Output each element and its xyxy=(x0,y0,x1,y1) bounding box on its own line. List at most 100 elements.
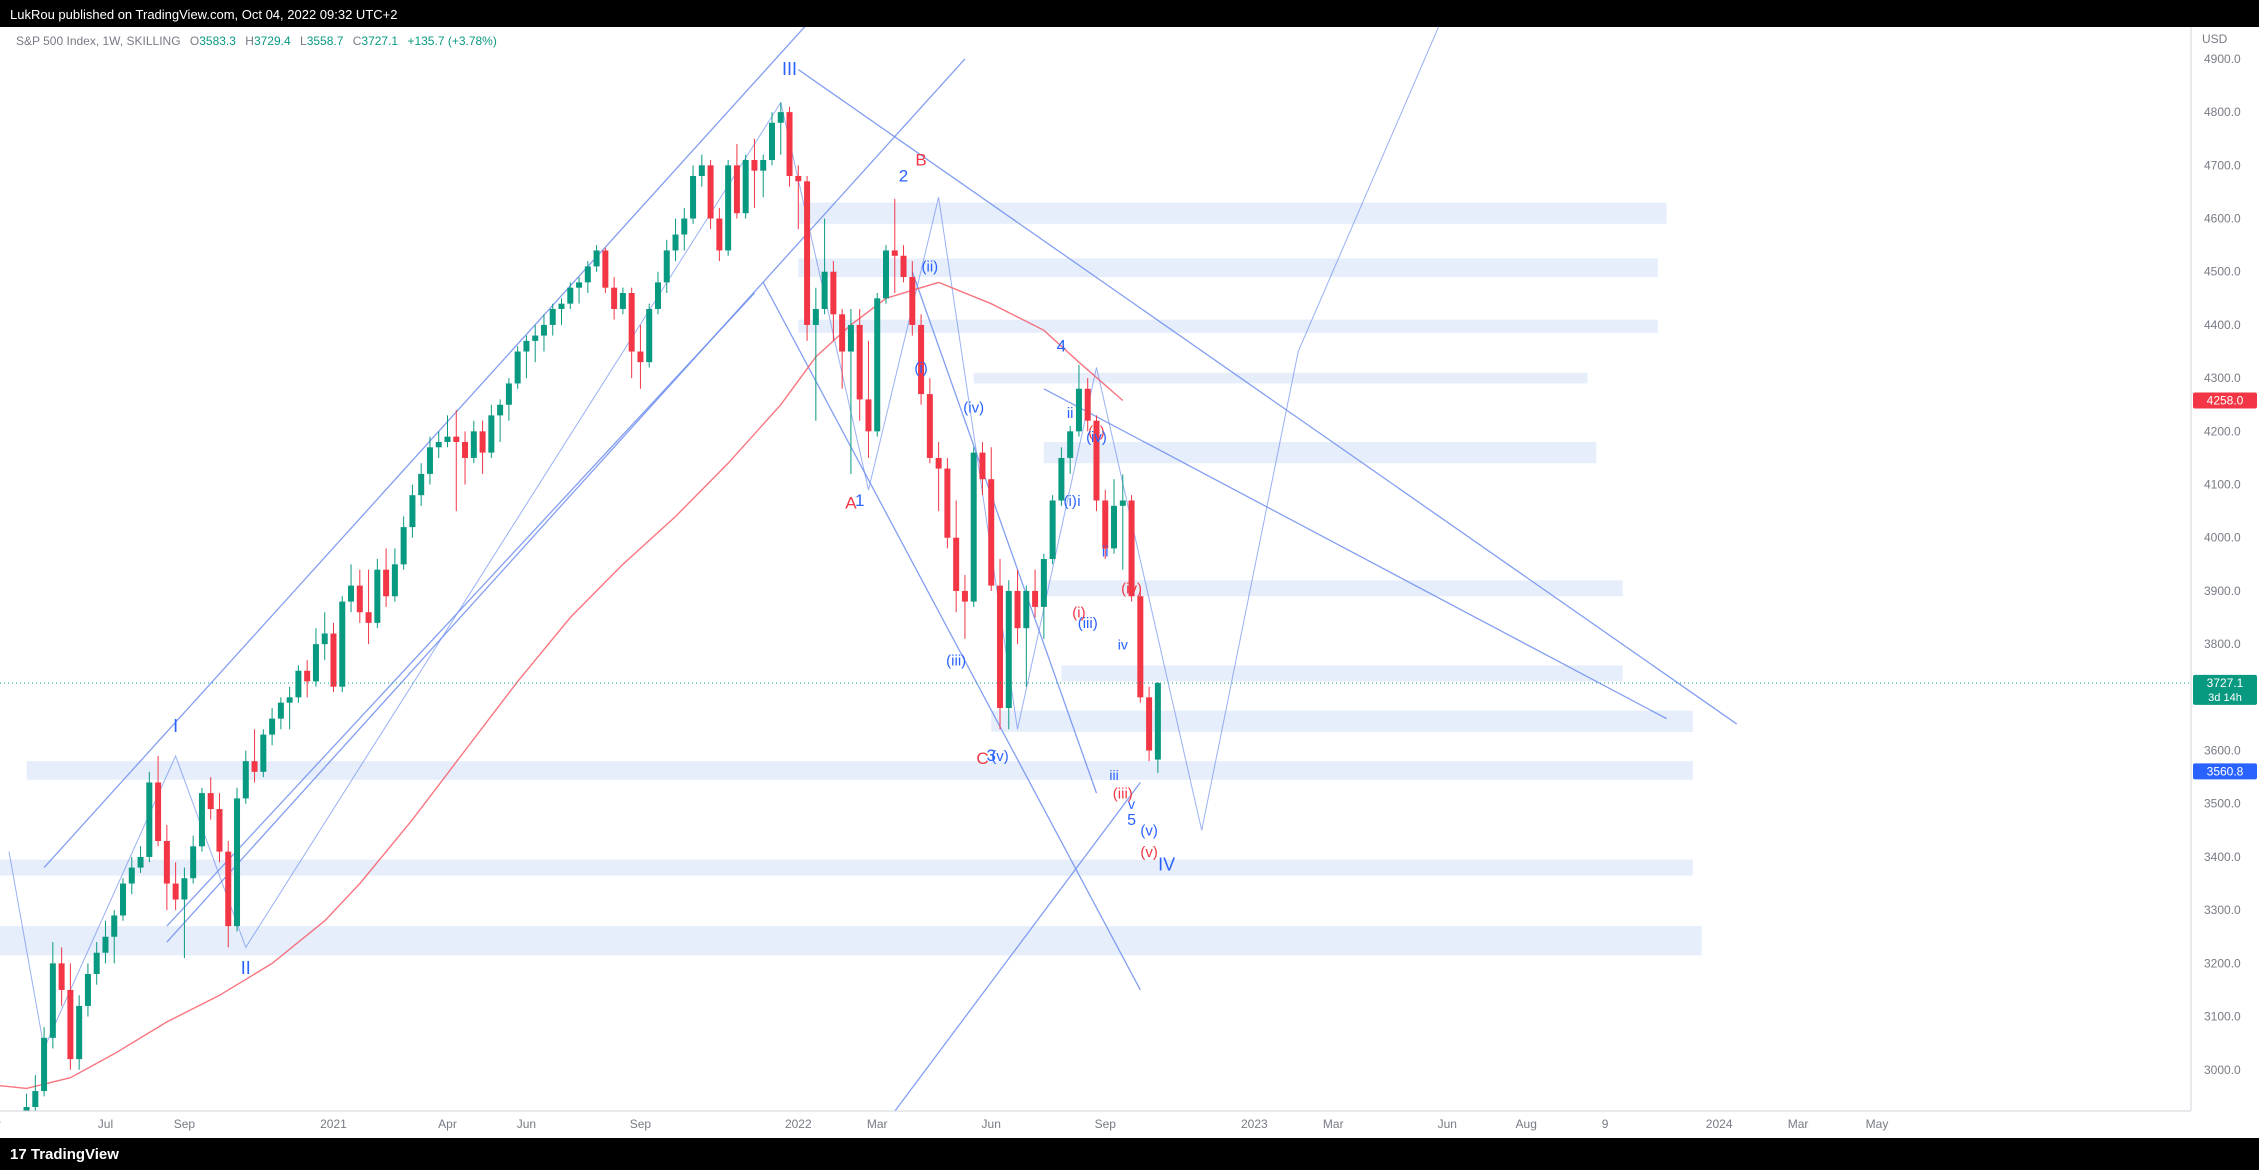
candle-body xyxy=(812,308,819,325)
candle-up xyxy=(646,303,653,368)
price-chart[interactable]: IIIIIIIVA1B24C35(ii)(i)(iv)(iii)(v)ii(ii… xyxy=(0,27,2259,1138)
candle-down xyxy=(786,106,793,187)
currency-label: USD xyxy=(2202,32,2228,46)
wave-label: (v) xyxy=(1140,823,1158,840)
candle-body xyxy=(961,590,968,602)
candle-down xyxy=(944,457,951,549)
tradingview-logo-mark: 17 xyxy=(10,1146,27,1163)
candle-body xyxy=(76,1005,83,1060)
price-tag: 4258.0 xyxy=(2193,392,2257,409)
candle-up xyxy=(663,239,670,294)
zone-rect xyxy=(26,761,1693,780)
candle-up xyxy=(514,346,521,389)
candle-up xyxy=(1111,479,1118,554)
candle-down xyxy=(637,324,644,389)
candlesticks xyxy=(23,102,1161,1138)
y-tick-label: 4000.0 xyxy=(2204,531,2241,545)
candle-up xyxy=(339,596,346,693)
candle-body xyxy=(926,394,933,458)
candle-up xyxy=(742,154,749,219)
candle-body xyxy=(251,761,258,772)
x-tick-label: Apr xyxy=(0,1117,1,1131)
tradingview-logo[interactable]: 17 TradingView xyxy=(10,1146,119,1163)
price-axis[interactable]: USD 3000.0 3100.0 3200.0 3300.0 3400.0 3500.0… xyxy=(2190,27,2259,1111)
candle-body xyxy=(593,250,600,267)
candle-body xyxy=(804,181,811,325)
candle-up xyxy=(120,878,127,921)
candle-down xyxy=(453,410,460,512)
candle-body xyxy=(181,878,188,900)
candle-down xyxy=(988,447,995,591)
close-value: 3727.1 xyxy=(361,34,399,48)
trendline xyxy=(166,292,755,927)
candle-body xyxy=(830,271,837,315)
candle-body xyxy=(918,324,925,395)
candle-up xyxy=(234,787,241,932)
candle-up xyxy=(1005,580,1012,730)
candle-down xyxy=(909,261,916,336)
candle-down xyxy=(1102,489,1109,560)
y-tick-label: 3500.0 xyxy=(2204,797,2241,811)
candle-up xyxy=(295,665,302,703)
wave-label: (v) xyxy=(991,748,1009,765)
price-tag: 3560.8 xyxy=(2193,763,2257,780)
price-tag-text: 3560.8 xyxy=(2207,764,2244,778)
candle-body xyxy=(391,564,398,597)
price-tag: 3727.1 3d 14h xyxy=(2193,674,2257,705)
wave-label: (ii) xyxy=(922,259,939,276)
candle-up xyxy=(41,1027,48,1097)
y-tick-label: 3600.0 xyxy=(2204,744,2241,758)
candle-body xyxy=(1111,505,1118,549)
candle-body xyxy=(1084,388,1091,421)
candle-body xyxy=(681,218,688,235)
x-tick-label: May xyxy=(1866,1117,1889,1131)
candle-down xyxy=(479,420,486,474)
candle-body xyxy=(1154,682,1161,760)
trendline xyxy=(166,58,966,943)
candle-up xyxy=(1049,495,1056,565)
candle-up xyxy=(137,846,144,873)
candle-up xyxy=(505,378,512,421)
candle-up xyxy=(444,415,451,448)
candle-up xyxy=(400,516,407,570)
trendline xyxy=(762,282,1141,991)
price-tag-countdown: 3d 14h xyxy=(2208,692,2242,704)
candle-body xyxy=(935,457,942,469)
candle-up xyxy=(391,548,398,602)
wave-label: III xyxy=(782,59,797,79)
candle-up xyxy=(84,963,91,1017)
zone-rect xyxy=(1043,441,1597,464)
candle-body xyxy=(418,473,425,496)
candle-body xyxy=(1067,431,1074,458)
candle-body xyxy=(725,165,732,251)
candle-body xyxy=(111,915,118,937)
footer-bar: 17 TradingView xyxy=(0,1138,2259,1170)
wave-label: i xyxy=(1077,493,1080,510)
candle-body xyxy=(1075,388,1082,432)
candle-up xyxy=(49,942,56,1049)
time-axis[interactable]: Apr Jul Sep 2021 Apr Jun Sep 2022 Mar Jun Sep 2023 M… xyxy=(0,1110,2191,1138)
candle-body xyxy=(41,1037,48,1092)
candle-up xyxy=(970,447,977,607)
candle-up xyxy=(93,942,100,985)
wave-label: A xyxy=(845,493,857,512)
candle-up xyxy=(777,102,784,155)
candle-body xyxy=(576,282,583,288)
wave-label: I xyxy=(173,716,178,736)
candle-up xyxy=(260,729,267,778)
candle-up xyxy=(1075,364,1082,437)
candle-body xyxy=(532,335,539,341)
candle-body xyxy=(979,452,986,480)
candle-down xyxy=(155,755,162,847)
candle-up xyxy=(1040,553,1047,639)
candle-body xyxy=(470,431,477,458)
candle-body xyxy=(1014,590,1021,629)
candle-body xyxy=(128,867,135,884)
open-key: O xyxy=(189,34,200,48)
candle-up xyxy=(1023,585,1030,687)
x-tick-label: Mar xyxy=(867,1117,888,1131)
candle-body xyxy=(1023,590,1030,629)
x-tick-label: Sep xyxy=(630,1117,652,1131)
zone-rect xyxy=(1043,580,1623,597)
x-tick-label: Jun xyxy=(517,1117,536,1131)
